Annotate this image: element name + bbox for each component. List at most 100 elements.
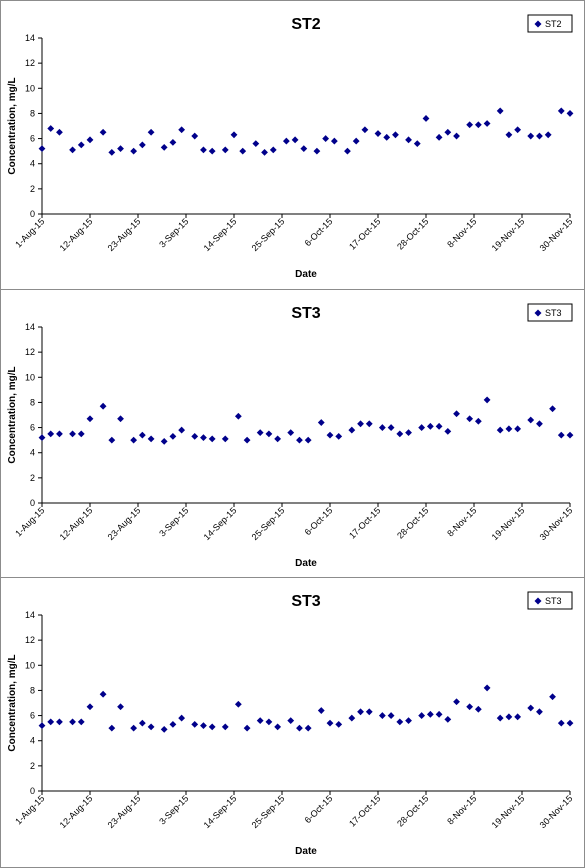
y-axis-title: Concentration, mg/L: [7, 366, 18, 463]
y-tick-label: 12: [25, 347, 35, 357]
data-point: [208, 723, 216, 731]
y-tick-label: 2: [30, 184, 35, 194]
x-tick-label: 8-Nov-15: [445, 505, 478, 538]
data-point: [191, 132, 199, 140]
legend-box: [527, 591, 573, 610]
y-tick-label: 12: [25, 58, 35, 68]
data-point: [549, 405, 556, 413]
data-point: [435, 133, 443, 141]
data-point: [322, 135, 330, 142]
data-point: [69, 146, 76, 154]
data-point: [514, 126, 522, 134]
y-tick-label: 14: [25, 322, 35, 332]
data-point: [169, 720, 177, 728]
data-point: [313, 147, 321, 155]
data-point: [317, 419, 325, 426]
x-tick-label: 19-Nov-15: [490, 505, 527, 542]
legend-marker: [534, 20, 542, 28]
data-point: [208, 147, 216, 155]
data-point: [418, 712, 426, 719]
data-point: [47, 430, 55, 438]
y-tick-label: 8: [30, 397, 35, 407]
data-point: [160, 726, 168, 733]
data-point: [69, 430, 76, 438]
data-point: [330, 137, 338, 145]
data-point: [505, 131, 513, 139]
x-tick-label: 8-Nov-15: [445, 216, 478, 249]
y-axis-title: Concentration, mg/L: [7, 654, 18, 751]
data-point: [426, 710, 434, 718]
data-point: [86, 136, 94, 144]
data-point: [256, 429, 264, 436]
data-point: [544, 131, 552, 139]
data-point: [378, 712, 386, 719]
y-tick-label: 14: [25, 33, 35, 43]
data-point: [496, 426, 504, 434]
legend-label: ST3: [545, 596, 562, 606]
legend-label: ST2: [545, 19, 562, 29]
data-point: [435, 710, 443, 718]
data-point: [130, 436, 138, 444]
x-tick-label: 30-Nov-15: [538, 216, 575, 253]
y-tick-label: 6: [30, 423, 35, 433]
x-tick-label: 17-Oct-15: [347, 793, 382, 828]
data-point: [178, 426, 186, 434]
data-point: [496, 714, 504, 722]
data-point: [527, 704, 535, 712]
data-point: [99, 128, 107, 136]
data-point: [47, 125, 55, 132]
data-point: [234, 412, 242, 420]
legend: ST2: [527, 14, 573, 33]
data-point: [335, 432, 343, 440]
x-tick-label: 30-Nov-15: [538, 505, 575, 542]
data-point: [514, 425, 522, 433]
data-point: [387, 712, 395, 719]
y-tick-label: 12: [25, 635, 35, 645]
data-point: [387, 424, 395, 431]
y-tick-label: 8: [30, 108, 35, 118]
y-tick-label: 10: [25, 372, 35, 382]
data-point: [300, 145, 308, 153]
data-point: [77, 141, 85, 149]
data-point: [352, 137, 360, 145]
y-tick-label: 0: [30, 209, 35, 219]
data-point: [413, 140, 421, 147]
legend: ST3: [527, 591, 573, 610]
x-tick-label: 3-Sep-15: [157, 505, 190, 538]
data-point: [557, 719, 565, 727]
data-point: [261, 149, 268, 156]
x-tick-label: 30-Nov-15: [538, 793, 575, 830]
data-point: [69, 718, 76, 726]
chart-panel-st2: ST2 0 2 4 6 8 10 12 14 1-Aug-15 12-Aug-15 23-Aug-15…: [0, 0, 585, 290]
data-point: [326, 431, 334, 439]
data-point: [56, 128, 63, 136]
legend-label: ST3: [545, 308, 562, 318]
y-axis-title: Concentration, mg/L: [7, 77, 18, 174]
legend-box: [527, 14, 573, 33]
y-tick-label: 4: [30, 736, 35, 746]
data-point: [466, 415, 474, 423]
data-point: [99, 690, 107, 698]
data-point: [405, 136, 412, 144]
data-point: [466, 703, 474, 711]
data-point: [344, 147, 351, 155]
data-point: [208, 435, 216, 443]
data-point: [99, 402, 107, 410]
data-point: [378, 424, 386, 431]
y-tick-label: 14: [25, 610, 35, 620]
data-point: [536, 132, 543, 140]
x-axis-title: Date: [295, 846, 317, 857]
chart-svg: ST3 0 2 4 6 8 10 12 14 1-Aug-15 12-Aug-15 23-Aug-15…: [7, 591, 575, 857]
data-point: [505, 425, 513, 433]
data-point: [496, 107, 504, 115]
data-point: [160, 143, 168, 151]
chart-title: ST2: [291, 16, 320, 33]
data-point: [474, 121, 482, 129]
data-point: [256, 717, 264, 724]
chart-title: ST3: [291, 305, 320, 322]
data-point: [138, 719, 146, 727]
data-point: [38, 434, 46, 442]
data-point: [287, 717, 295, 724]
x-tick-label: 23-Aug-15: [106, 505, 143, 542]
x-axis-title: Date: [295, 269, 317, 280]
